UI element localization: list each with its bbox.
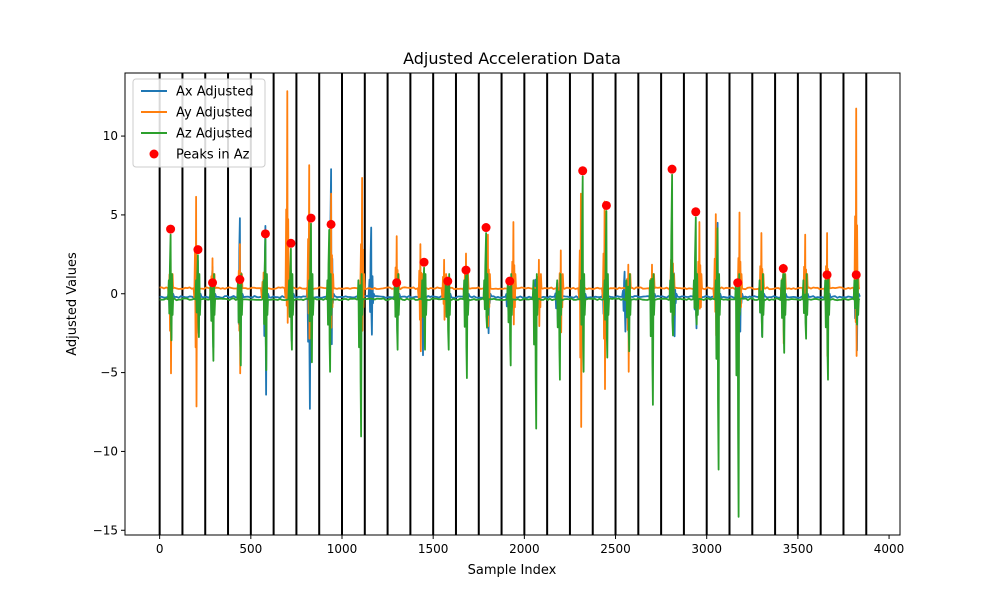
legend-marker-swatch [149, 149, 159, 159]
series-line-ay [159, 90, 861, 428]
legend-box [132, 78, 266, 168]
x-tick-label: 4000 [874, 542, 905, 556]
axes-frame [124, 72, 901, 536]
peak-marker [851, 270, 861, 280]
peak-marker [578, 166, 588, 176]
y-tick-label: 5 [110, 208, 118, 222]
series-group [159, 90, 861, 518]
x-tick-label: 0 [156, 542, 164, 556]
peak-marker [326, 219, 336, 229]
x-tick-label: 1500 [418, 542, 449, 556]
peak-marker [392, 278, 402, 288]
peak-marker [822, 270, 832, 280]
y-axis-label: Adjusted Values [65, 252, 80, 356]
peak-marker [601, 200, 611, 210]
peak-marker [481, 223, 491, 233]
peak-marker [235, 275, 245, 285]
y-tick-label: 0 [110, 287, 118, 301]
y-axis: −15 −10 −5 0 5 10 [93, 129, 125, 537]
peaks-group [166, 164, 861, 288]
x-tick-label: 2500 [600, 542, 631, 556]
y-tick-label: −10 [93, 444, 118, 458]
legend-label: Ax Adjusted [176, 85, 254, 100]
x-tick-label: 500 [239, 542, 262, 556]
x-tick-label: 2000 [509, 542, 540, 556]
peak-marker [166, 224, 176, 234]
peak-marker [208, 278, 218, 288]
x-axis: 0 500 1000 1500 2000 2500 3000 3500 4000 [156, 535, 905, 556]
peak-marker [733, 278, 743, 288]
y-tick-label: −15 [93, 523, 118, 537]
x-tick-label: 3000 [691, 542, 722, 556]
peak-marker [505, 276, 515, 286]
x-axis-label: Sample Index [468, 563, 557, 578]
x-tick-label: 3500 [783, 542, 814, 556]
peak-marker [306, 213, 316, 223]
chart-title: Adjusted Acceleration Data [403, 49, 621, 68]
peak-marker [193, 245, 203, 255]
y-tick-label: 10 [103, 129, 118, 143]
series-line-az [159, 173, 861, 518]
peak-marker [667, 164, 677, 174]
peak-marker [419, 257, 429, 267]
peak-marker [691, 207, 701, 217]
peak-marker [443, 276, 453, 286]
y-tick-label: −5 [100, 366, 118, 380]
peak-marker [778, 264, 788, 274]
x-tick-label: 1000 [327, 542, 358, 556]
peak-marker [461, 265, 471, 275]
legend-label: Az Adjusted [176, 127, 253, 142]
legend-label: Ay Adjusted [176, 106, 253, 121]
peak-marker [286, 238, 296, 248]
legend-label: Peaks in Az [176, 148, 250, 163]
legend: Ax Adjusted Ay Adjusted Az Adjusted Peaks i… [132, 78, 266, 168]
peak-marker [260, 229, 270, 239]
